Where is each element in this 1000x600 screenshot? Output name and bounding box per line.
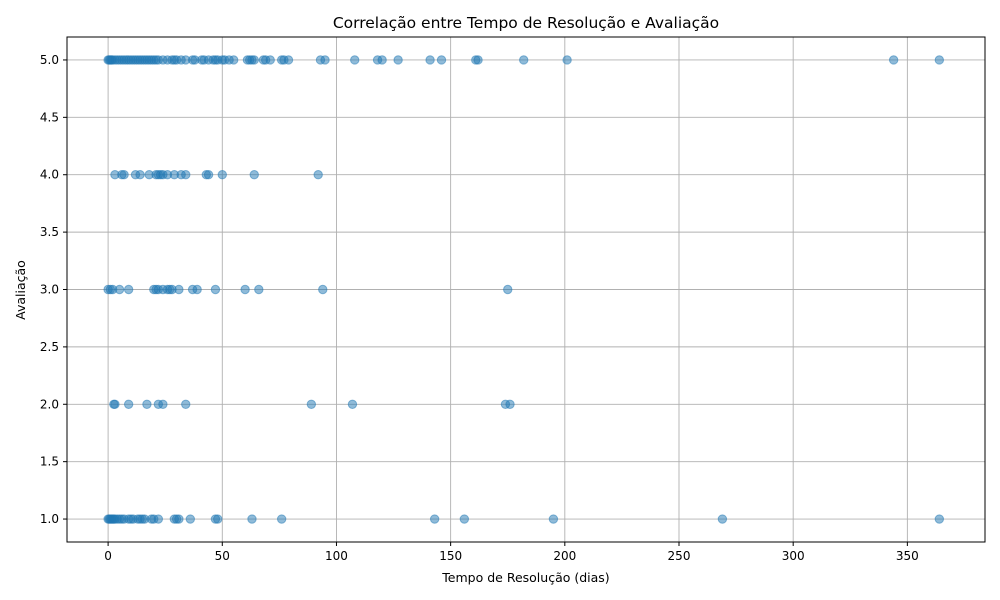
points-layer xyxy=(103,55,945,524)
scatter-point xyxy=(562,55,572,65)
scatter-point xyxy=(934,514,945,524)
scatter-point xyxy=(436,55,447,65)
scatter-point xyxy=(306,399,317,409)
x-tick-label: 350 xyxy=(896,549,919,563)
scatter-point xyxy=(548,514,559,524)
x-axis-label: Tempo de Resolução (dias) xyxy=(441,570,609,585)
y-tick-label: 1.5 xyxy=(40,455,59,469)
y-tick-label: 3.0 xyxy=(40,283,59,297)
scatter-point xyxy=(213,514,223,524)
scatter-point xyxy=(123,284,134,295)
scatter-point xyxy=(142,399,152,409)
scatter-point xyxy=(249,55,259,65)
scatter-point xyxy=(313,170,323,180)
y-tick-label: 4.5 xyxy=(40,110,59,124)
scatter-point xyxy=(181,170,191,180)
scatter-point xyxy=(473,55,483,65)
x-tick-label: 50 xyxy=(215,549,230,563)
scatter-point xyxy=(114,284,125,295)
scatter-point xyxy=(505,399,515,409)
scatter-point xyxy=(135,170,145,180)
scatter-point xyxy=(158,399,168,409)
scatter-point xyxy=(229,55,239,65)
scatter-point xyxy=(247,514,257,524)
scatter-point xyxy=(265,55,275,65)
scatter-point xyxy=(519,55,529,65)
x-tick-label: 0 xyxy=(104,549,112,563)
y-axis-label: Avaliação xyxy=(13,260,28,320)
scatter-point xyxy=(347,399,358,409)
scatter-point xyxy=(110,399,120,409)
scatter-point xyxy=(350,55,360,65)
scatter-point xyxy=(459,514,470,524)
grid-layer xyxy=(67,37,985,542)
scatter-point xyxy=(210,284,221,295)
scatter-point xyxy=(240,284,250,295)
scatter-point xyxy=(429,514,440,524)
scatter-point xyxy=(393,55,403,65)
scatter-point xyxy=(276,514,287,524)
scatter-point xyxy=(425,55,435,65)
scatter-point xyxy=(174,284,184,295)
x-tick-label: 300 xyxy=(782,549,805,563)
scatter-point xyxy=(217,170,227,180)
scatter-point xyxy=(192,284,202,295)
x-tick-label: 150 xyxy=(439,549,462,563)
x-tick-label: 100 xyxy=(325,549,348,563)
scatter-point xyxy=(320,55,330,65)
scatter-point xyxy=(318,284,328,295)
y-tick-label: 4.0 xyxy=(40,168,59,182)
scatter-point xyxy=(254,284,264,295)
scatter-point xyxy=(203,170,214,180)
scatter-point xyxy=(503,284,513,295)
scatter-point xyxy=(717,514,728,524)
scatter-point xyxy=(249,170,259,180)
scatter-point xyxy=(377,55,387,65)
chart-title: Correlação entre Tempo de Resolução e Av… xyxy=(333,14,719,32)
scatter-point xyxy=(174,514,184,524)
scatter-point xyxy=(888,55,899,65)
x-tick-label: 250 xyxy=(668,549,691,563)
x-tick-label: 200 xyxy=(553,549,576,563)
y-tick-label: 2.0 xyxy=(40,397,59,411)
scatter-point xyxy=(283,55,294,65)
ticks-layer: 0 50 100 150 200 250 300 350 1.0 1.5 2.0 2.5 3.0 3.5 4… xyxy=(40,53,919,563)
y-tick-label: 1.0 xyxy=(40,512,59,526)
y-tick-label: 3.5 xyxy=(40,225,59,239)
y-tick-label: 5.0 xyxy=(40,53,59,67)
y-tick-label: 2.5 xyxy=(40,340,59,354)
scatter-point xyxy=(181,399,191,409)
scatter-point xyxy=(934,55,945,65)
scatter-point xyxy=(185,514,196,524)
scatter-point xyxy=(153,514,164,524)
scatter-point xyxy=(123,399,134,409)
scatter-point xyxy=(119,170,129,180)
